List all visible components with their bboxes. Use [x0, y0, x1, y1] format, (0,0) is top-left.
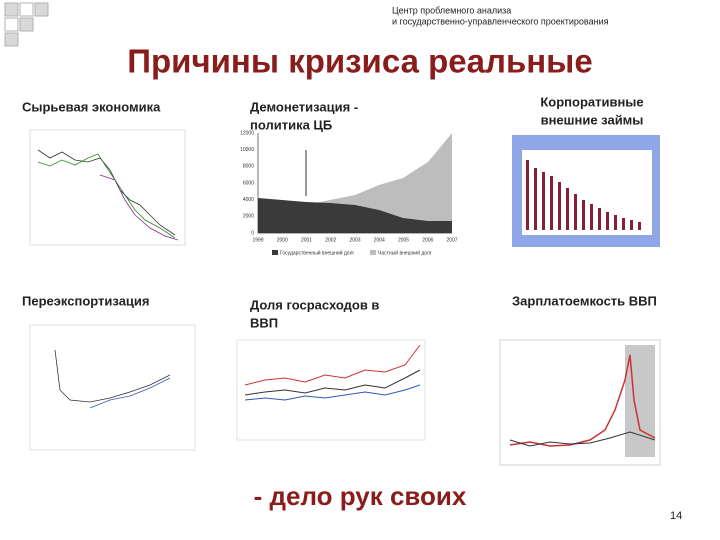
thumb-chart — [512, 135, 660, 247]
x-tick-label: 2004 — [374, 237, 385, 243]
header-line: Центр проблемного анализа — [392, 5, 511, 15]
item-label: Доля госрасходов в — [250, 297, 379, 312]
x-tick-label: 2003 — [349, 237, 360, 243]
item-label: Переэкспортизация — [22, 293, 150, 308]
slide-title: Причины кризиса реальные — [127, 43, 592, 80]
y-tick-label: 6000 — [243, 180, 254, 186]
footer-text: - дело рук своих — [254, 481, 467, 511]
item-label: ВВП — [250, 315, 278, 330]
y-tick-label: 10000 — [240, 147, 254, 153]
thumb-chart — [29, 129, 186, 246]
x-tick-label: 1999 — [252, 237, 263, 243]
x-tick-label: 2001 — [301, 237, 312, 243]
x-tick-label: 2000 — [277, 237, 288, 243]
item-label: внешние займы — [541, 112, 644, 127]
y-tick-label: 8000 — [243, 164, 254, 170]
y-tick-label: 2000 — [243, 214, 254, 220]
x-tick-label: 2002 — [325, 237, 336, 243]
y-tick-label: 4000 — [243, 197, 254, 203]
legend-label: Государственный внешний долг — [280, 249, 354, 256]
x-tick-label: 2006 — [422, 237, 433, 243]
y-tick-label: 0 — [251, 230, 254, 236]
decor-squares — [4, 2, 49, 47]
header-line: и государственно-управленческого проекти… — [392, 16, 609, 26]
thumb-chart — [236, 339, 426, 441]
item-label: Зарплатоемкость ВВП — [512, 293, 657, 308]
y-tick-label: 12000 — [240, 130, 254, 136]
x-tick-label: 2007 — [446, 237, 457, 243]
x-tick-label: 2005 — [398, 237, 409, 243]
legend-label: Частный внешний долг — [378, 249, 432, 256]
item-label: Корпоративные — [540, 94, 643, 109]
thumb-chart — [499, 339, 661, 466]
item-label: Демонетизация - — [250, 99, 358, 114]
item-label: Сырьевая экономика — [22, 99, 161, 114]
item-label: политика ЦБ — [250, 117, 332, 132]
page-number: 14 — [670, 510, 682, 522]
thumb-chart — [29, 324, 196, 451]
